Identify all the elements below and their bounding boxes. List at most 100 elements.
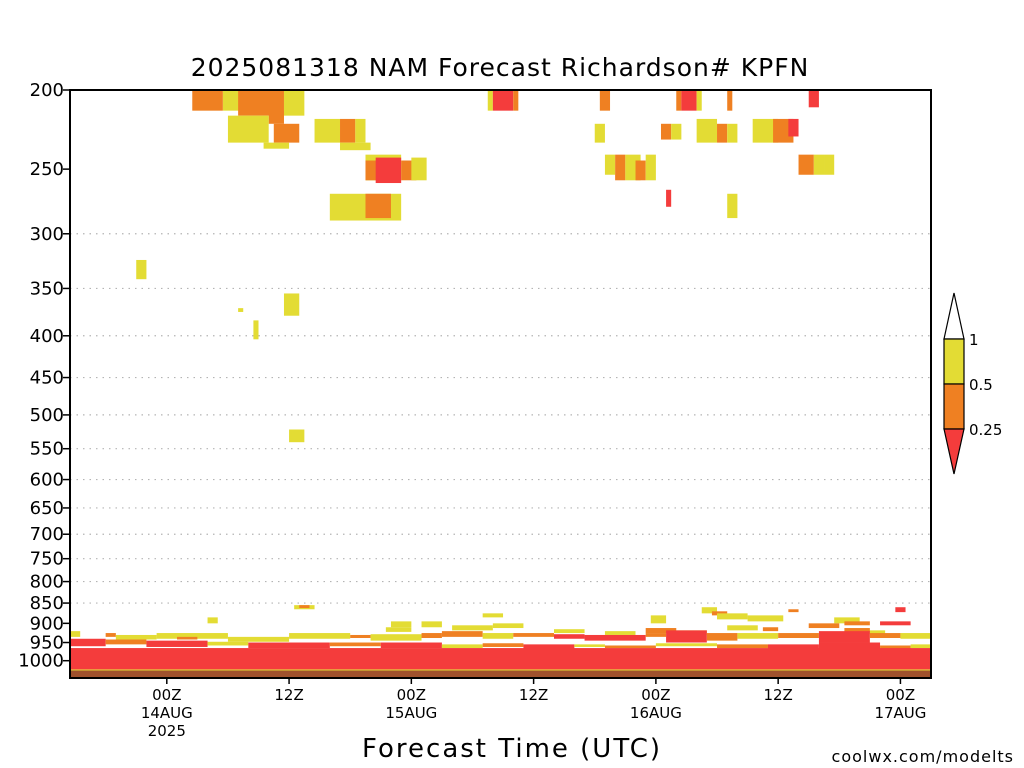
heatmap-cell-mid (105, 633, 116, 637)
heatmap-cell-high (253, 320, 259, 340)
heatmap-cell-mid (762, 627, 779, 632)
heatmap-cell-low (70, 648, 931, 670)
heatmap-cell-mid (513, 633, 554, 637)
heatmap-cell-mid (268, 110, 284, 124)
heatmap-cell-low (666, 189, 672, 207)
heatmap-cell-mid (441, 631, 483, 637)
x-tick-label: 15AUG (385, 704, 437, 722)
heatmap-cell-mid (365, 193, 391, 219)
heatmap-cell-high (900, 633, 931, 639)
y-tick-label: 200 (30, 80, 64, 101)
heatmap-cell-high (650, 615, 667, 624)
heatmap-cell-high (227, 115, 269, 143)
heatmap-cell-mid (880, 645, 911, 650)
heatmap-cell-high (390, 621, 412, 628)
heatmap-cell-mid (788, 609, 799, 613)
heatmap-cell-low (818, 631, 870, 643)
heatmap-cell-high (727, 625, 758, 631)
heatmap-cell-high (283, 90, 305, 116)
heatmap-cell-mid (482, 643, 524, 647)
heatmap-cells (70, 90, 931, 678)
heatmap-cell-mid (717, 123, 728, 143)
heatmap-cell-mid (513, 90, 519, 111)
y-tick-label: 350 (30, 278, 64, 299)
heatmap-cell-high (136, 259, 147, 280)
heatmap-cell-high (574, 644, 605, 647)
heatmap-cell-high (859, 630, 886, 635)
plot-frame (69, 89, 932, 679)
heatmap-cell-low (523, 644, 575, 650)
heatmap-cell-high (452, 625, 493, 631)
heatmap-cell-high (910, 644, 931, 649)
y-tick-label: 700 (30, 524, 64, 545)
legend-bin-high (943, 338, 965, 385)
heatmap-cell-high (314, 118, 341, 143)
y-tick-label: 550 (30, 439, 64, 460)
heatmap-cell-high (238, 308, 244, 312)
x-tick-label: 14AUG (141, 704, 193, 722)
y-tick-label: 450 (30, 368, 64, 389)
heatmap-cell-high (283, 293, 300, 316)
heatmap-cell-mid (635, 160, 646, 181)
heatmap-cell-high (824, 154, 835, 175)
heatmap-cell-mid (676, 90, 682, 111)
heatmap-cell-mid (778, 633, 819, 639)
heatmap-cell-mid (421, 633, 442, 639)
heatmap-cell-high (645, 154, 656, 181)
heatmap-cell-low (895, 607, 906, 613)
heatmap-cell-high (727, 123, 738, 143)
heatmap-cell-low (788, 118, 799, 137)
heatmap-cell-high (696, 90, 702, 111)
x-tick-label: 12Z (274, 686, 303, 704)
heatmap-cell-high (737, 633, 779, 639)
heatmap-cell-mid (299, 605, 310, 609)
y-tick-label: 1000 (18, 651, 64, 672)
heatmap-cell-mid (844, 628, 870, 632)
colorbar-legend: 1 0.5 0.25 (943, 292, 1002, 475)
heatmap-cell-mid (706, 633, 738, 641)
heatmap-cell-mid (660, 123, 672, 140)
x-tick-label: 17AUG (874, 704, 926, 722)
heatmap-cell-high (289, 633, 351, 639)
heatmap-cell-high (227, 636, 290, 642)
heatmap-cell-high (385, 627, 412, 632)
heatmap-cell-mid (844, 621, 870, 626)
y-tick-label: 250 (30, 159, 64, 180)
heatmap-cell-low (681, 90, 697, 111)
heatmap-cell-mid (727, 90, 733, 111)
heatmap-cell-mid (645, 628, 677, 634)
chart-title: 2025081318 NAM Forecast Richardson# KPFN (191, 53, 810, 82)
heatmap-cell-high (70, 631, 81, 637)
heatmap-cell-low (666, 630, 707, 643)
heatmap-cell-high (487, 90, 493, 111)
heatmap-cell-mid (615, 154, 626, 181)
gridlines (70, 233, 931, 604)
heatmap-cell-low (375, 157, 402, 184)
legend-level-label: 1 (969, 331, 979, 349)
heatmap-cell-high (207, 617, 218, 624)
legend-level-label: 0.5 (969, 376, 993, 394)
x-tick-label: 2025 (148, 722, 186, 740)
heatmap-cell-high (834, 617, 860, 624)
heatmap-cell-high (289, 429, 305, 443)
heatmap-cell-mid (869, 633, 901, 639)
heatmap-cell-mid (711, 611, 728, 616)
heatmap-cell-high (411, 157, 427, 181)
x-tick-label: 00Z (397, 686, 426, 704)
heatmap-cell-mid (645, 633, 667, 637)
heatmap-cell-mid (717, 644, 768, 649)
x-tick-label: 12Z (519, 686, 548, 704)
heatmap-cell-mid (808, 623, 840, 629)
heatmap-cell-low (767, 644, 819, 650)
heatmap-cell-mid (340, 118, 356, 143)
x-tick-label: 00Z (152, 686, 181, 704)
heatmap-cell-low (818, 642, 881, 652)
x-tick-label: 00Z (641, 686, 670, 704)
heatmap-cell-mid (273, 123, 300, 143)
heatmap-cell-high (752, 118, 779, 143)
heatmap-cell-high (701, 607, 718, 614)
x-tick-label: 00Z (886, 686, 915, 704)
y-tick-label: 300 (30, 224, 64, 245)
heatmap-cell-mid (604, 645, 656, 649)
